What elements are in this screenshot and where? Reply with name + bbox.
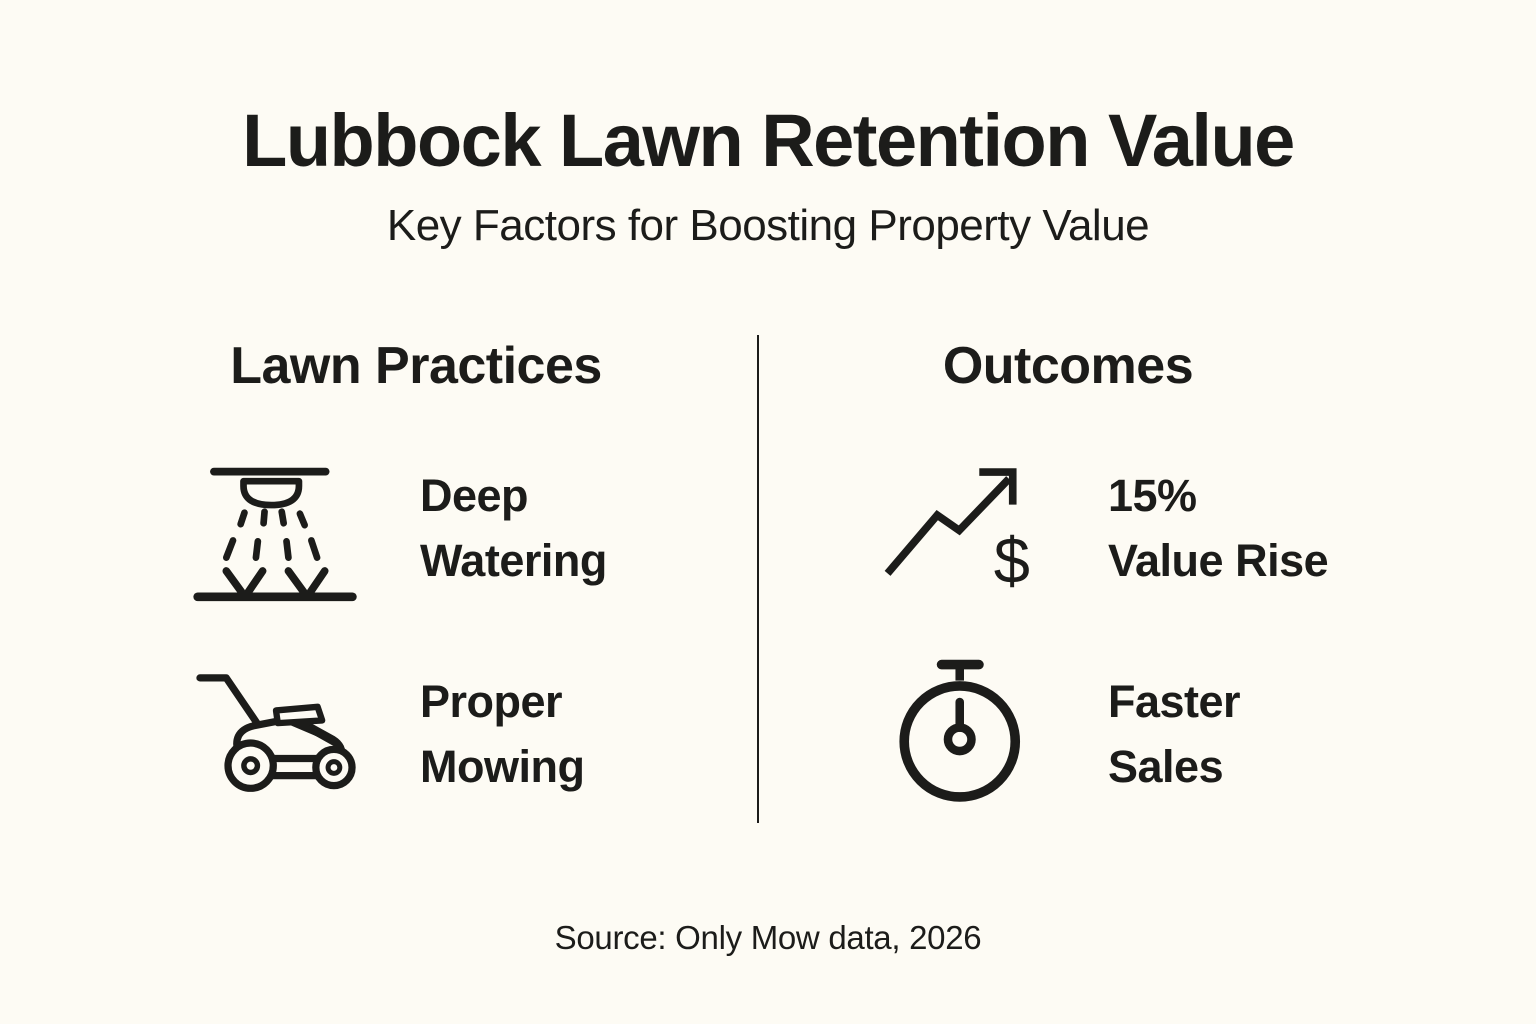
dollar-sign: $ bbox=[994, 524, 1030, 597]
item-label-line: Deep bbox=[420, 469, 529, 521]
item-label-line: Sales bbox=[1108, 741, 1224, 793]
list-item-value-rise: $ 15% Value Rise bbox=[878, 449, 1536, 607]
column-header-lawn-practices: Lawn Practices bbox=[230, 337, 602, 396]
item-label-value-rise: 15% Value Rise bbox=[1108, 463, 1329, 594]
list-item-deep-watering: Deep Watering bbox=[190, 449, 758, 607]
list-item-faster-sales: Faster Sales bbox=[878, 655, 1536, 813]
list-item-proper-mowing: Proper Mowing bbox=[190, 655, 758, 813]
item-label-line: Watering bbox=[420, 535, 607, 587]
item-label-proper-mowing: Proper Mowing bbox=[420, 669, 585, 800]
column-lawn-practices: Lawn Practices bbox=[0, 337, 758, 861]
item-label-line: Faster bbox=[1108, 675, 1241, 727]
item-label-faster-sales: Faster Sales bbox=[1108, 669, 1241, 800]
stopwatch-icon bbox=[878, 655, 1050, 813]
item-label-line: 15% bbox=[1108, 469, 1197, 521]
lawn-mower-icon bbox=[190, 655, 362, 813]
column-header-outcomes: Outcomes bbox=[942, 337, 1194, 396]
sprinkler-icon bbox=[190, 449, 362, 607]
value-rise-icon: $ bbox=[878, 449, 1050, 607]
page-title: Lubbock Lawn Retention Value bbox=[242, 99, 1295, 182]
page-subtitle: Key Factors for Boosting Property Value bbox=[386, 201, 1150, 251]
item-label-line: Mowing bbox=[420, 741, 585, 793]
columns-container: Lawn Practices bbox=[0, 335, 1536, 861]
item-label-line: Proper bbox=[420, 675, 563, 727]
vertical-divider bbox=[757, 335, 759, 824]
item-label-deep-watering: Deep Watering bbox=[420, 463, 607, 594]
source-note: Source: Only Mow data, 2026 bbox=[554, 919, 982, 957]
column-outcomes: Outcomes $ 15% Value Rise bbox=[758, 337, 1536, 861]
item-label-line: Value Rise bbox=[1108, 535, 1329, 587]
